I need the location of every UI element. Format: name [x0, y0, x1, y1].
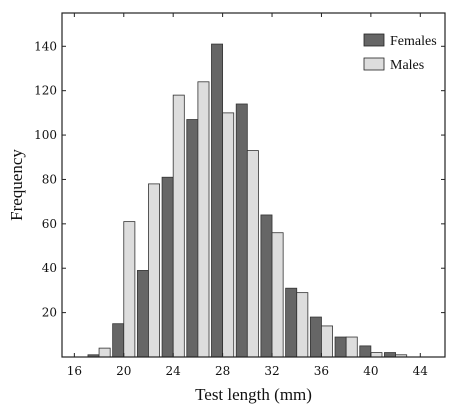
x-tick-label-32: 32 [264, 364, 279, 378]
bar-females-22 [136, 270, 149, 358]
bars-layer [87, 43, 408, 358]
y-tick-label-60: 60 [42, 217, 57, 231]
bar-males-22 [148, 183, 160, 358]
bar-females-20 [112, 323, 125, 358]
bar-males-26 [197, 81, 210, 358]
legend-swatch-males [363, 57, 385, 71]
x-tick-label-20: 20 [116, 364, 131, 378]
bar-females-36 [309, 316, 322, 358]
bar-males-38 [345, 336, 358, 358]
legend: Females Males [363, 33, 437, 73]
bar-males-20 [123, 221, 136, 358]
bar-females-38 [334, 336, 347, 358]
y-tick-label-20: 20 [42, 306, 57, 320]
bar-females-30 [235, 103, 248, 358]
y-tick-label-140: 140 [34, 39, 57, 53]
x-tick-label-28: 28 [215, 364, 230, 378]
legend-label-females: Females [390, 34, 437, 49]
bar-males-28 [222, 112, 235, 358]
y-tick-label-80: 80 [42, 172, 57, 186]
plot-frame [61, 12, 446, 358]
bar-females-26 [186, 119, 199, 358]
bar-males-30 [246, 150, 259, 358]
y-tick-label-40: 40 [42, 261, 57, 275]
x-axis-ticks: 16 20 24 28 32 36 40 44 [67, 13, 429, 378]
x-tick-label-40: 40 [363, 364, 378, 378]
bar-females-42 [384, 352, 396, 358]
bar-females-32 [260, 214, 273, 358]
x-tick-label-24: 24 [166, 364, 182, 378]
y-axis-title: Frequency [7, 149, 26, 221]
bar-males-24 [172, 94, 185, 358]
bar-females-24 [161, 176, 174, 358]
bar-males-40 [370, 352, 383, 358]
x-tick-label-16: 16 [67, 364, 82, 378]
legend-label-males: Males [390, 58, 424, 73]
bar-females-34 [285, 287, 298, 358]
x-axis-title: Test length (mm) [195, 385, 312, 404]
bar-males-32 [271, 232, 284, 358]
x-tick-label-44: 44 [413, 364, 429, 378]
bar-females-40 [359, 345, 372, 358]
x-tick-label-36: 36 [314, 364, 329, 378]
bar-males-36 [321, 325, 333, 358]
bar-females-28 [211, 43, 224, 358]
bar-males-18 [98, 347, 111, 358]
legend-swatch-females [363, 33, 385, 47]
y-tick-label-120: 120 [34, 84, 57, 98]
bar-males-34 [296, 292, 309, 358]
y-axis-ticks: 20 40 60 80 100 120 140 [34, 39, 445, 320]
y-tick-label-100: 100 [34, 128, 57, 142]
